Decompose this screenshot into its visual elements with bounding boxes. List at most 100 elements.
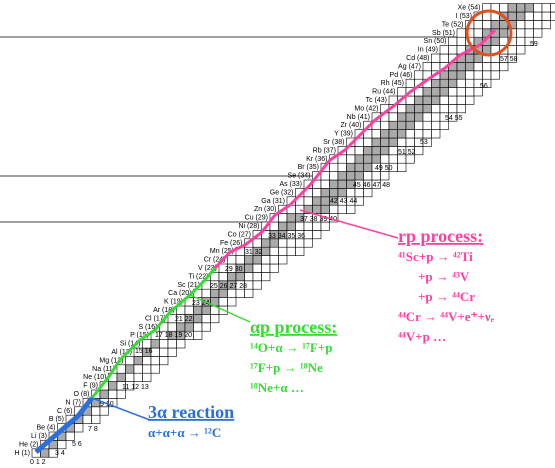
nuclide-cell xyxy=(235,272,245,282)
nuclide-cell xyxy=(142,339,152,349)
nuclide-cell xyxy=(499,62,509,72)
nuclide-cell xyxy=(303,221,313,231)
nuclide-cell xyxy=(150,356,160,366)
nuclide-cell xyxy=(269,246,279,256)
nuclide-cell xyxy=(346,188,356,198)
nuclide-cell xyxy=(473,53,483,63)
neutron-number: 25 26 27 28 xyxy=(210,283,247,290)
nuclide-cell xyxy=(516,11,526,21)
nuclide-cell xyxy=(490,62,500,72)
nuclide-cell xyxy=(431,87,441,97)
element-label: Sb (51) xyxy=(432,30,455,37)
element-label: Rb (37) xyxy=(313,147,336,154)
nuclide-cell xyxy=(414,104,424,114)
nuclide-cell xyxy=(65,431,75,441)
nuclide-cell xyxy=(456,87,466,97)
nuclide-cell xyxy=(431,53,441,63)
nuclide-cell xyxy=(286,238,296,248)
nuclide-cell xyxy=(235,255,245,265)
nuclide-cell xyxy=(252,280,262,290)
neutron-number: 51 52 xyxy=(398,149,416,156)
nuclide-cell xyxy=(159,339,169,349)
nuclide-cell xyxy=(516,36,526,46)
element-label: Cr (24) xyxy=(204,257,226,264)
nuclide-cell xyxy=(516,45,526,55)
neutron-number: 7 8 xyxy=(88,426,98,433)
element-label: P (15) xyxy=(130,332,149,339)
element-label: Ru (44) xyxy=(372,89,395,96)
nuclide-cell xyxy=(346,204,356,214)
element-label: In (49) xyxy=(418,47,438,54)
nuclide-cell xyxy=(499,28,509,38)
nuclide-cell xyxy=(431,95,441,105)
nuclide-cell xyxy=(108,381,118,391)
nuclide-cell xyxy=(278,213,288,223)
nuclide-cell xyxy=(99,406,109,416)
nuclide-cell xyxy=(167,339,177,349)
nuclide-cell xyxy=(227,272,237,282)
pointer xyxy=(189,294,251,323)
nuclide-cell xyxy=(507,3,517,13)
nuclide-cell xyxy=(303,238,313,248)
nuclide-cell xyxy=(278,221,288,231)
nuclide-cell xyxy=(371,171,381,181)
element-label: Zr (40) xyxy=(341,122,362,129)
nuclide-cell xyxy=(320,221,330,231)
nuclide-cell xyxy=(320,188,330,198)
element-label: Ni (28) xyxy=(238,223,259,230)
nuclide-cell xyxy=(125,356,135,366)
neutron-number: 31 32 xyxy=(245,249,263,256)
nuclide-cell xyxy=(550,11,555,21)
nuclide-cell xyxy=(363,188,373,198)
element-label: Al (13) xyxy=(111,349,132,356)
nuclide-cell xyxy=(422,62,432,72)
process-line: +p → ⁴³V xyxy=(418,269,470,284)
nuclide-cell xyxy=(473,20,483,30)
nuclide-cell xyxy=(108,389,118,399)
nuclide-cell xyxy=(193,305,203,315)
nuclide-cell xyxy=(125,372,135,382)
nuclide-cell xyxy=(227,288,237,298)
nuclide-cell xyxy=(116,389,126,399)
nuclide-cell xyxy=(142,364,152,374)
nuclide-cell xyxy=(295,246,305,256)
nuclide-cell xyxy=(354,154,364,164)
triple-alpha-path xyxy=(34,396,94,454)
element-label: Cd (48) xyxy=(406,55,429,62)
nuclide-cell xyxy=(533,28,543,38)
nuclide-cell xyxy=(184,322,194,332)
element-label: As (33) xyxy=(279,181,302,188)
cell-grid xyxy=(31,3,555,458)
nuclide-cell xyxy=(473,28,483,38)
nuclide-cell xyxy=(516,3,526,13)
nuclide-cell xyxy=(312,230,322,240)
nuclide-cell xyxy=(456,28,466,38)
nuclide-cell xyxy=(414,112,424,122)
nuclide-cell xyxy=(439,104,449,114)
nuclide-cell xyxy=(159,347,169,357)
neutron-number: 33 34 35 36 xyxy=(268,233,305,240)
nuclide-cell xyxy=(448,70,458,80)
element-label: Mo (42) xyxy=(354,105,378,112)
nuclide-cell xyxy=(541,11,551,21)
nuclide-cell xyxy=(397,112,407,122)
nuclide-cell xyxy=(337,188,347,198)
nuclide-cell xyxy=(388,146,398,156)
element-label: Ti (22) xyxy=(189,273,209,280)
nuclide-cell xyxy=(159,356,169,366)
nuclide-cell xyxy=(388,129,398,139)
nuclide-cell xyxy=(380,129,390,139)
nuclide-cell xyxy=(329,171,339,181)
nuclide-cell xyxy=(329,162,339,172)
nuclide-cell xyxy=(286,246,296,256)
nuclide-cell xyxy=(142,356,152,366)
nuclide-cell xyxy=(329,204,339,214)
nuclide-cell xyxy=(269,255,279,265)
nuclide-cell xyxy=(244,255,254,265)
process-title: rp process: xyxy=(398,226,483,246)
element-label: I (53) xyxy=(456,13,472,20)
process-line: ¹⁸Ne+α … xyxy=(250,380,304,395)
nuclide-cell xyxy=(448,104,458,114)
nuclide-cell xyxy=(448,45,458,55)
nuclide-cell xyxy=(380,120,390,130)
